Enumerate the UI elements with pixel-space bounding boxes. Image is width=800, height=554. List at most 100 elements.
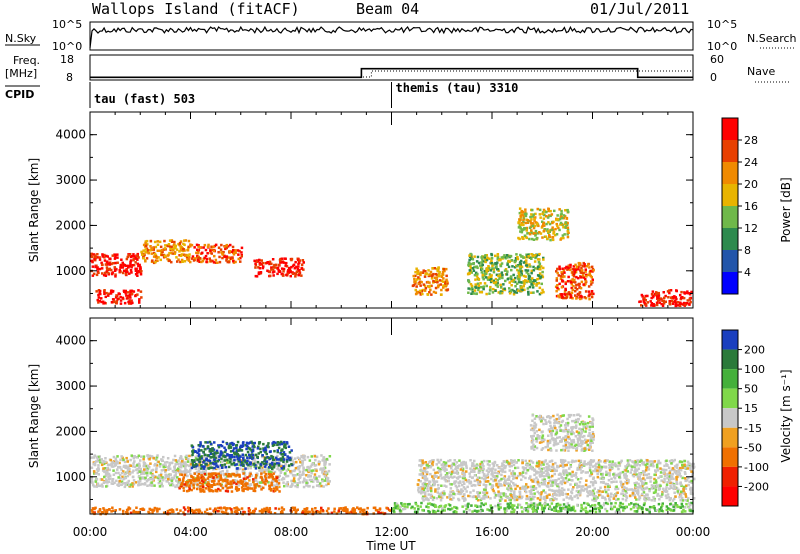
heatmap-cell [221,486,225,490]
heatmap-cell [291,272,295,275]
heatmap-cell [442,284,445,287]
heatmap-cell [557,294,560,297]
freq-panel-frame [89,54,694,81]
heatmap-cell [538,267,542,271]
heatmap-cell [220,477,223,480]
heatmap-cell [270,463,274,466]
heatmap-cell [660,509,663,512]
heatmap-cell [255,260,258,263]
heatmap-cell [103,508,106,512]
heatmap-cell [425,505,428,508]
heatmap-cell [287,464,291,467]
heatmap-cell [546,503,550,506]
heatmap-cell [499,495,503,499]
heatmap-cell [651,506,654,509]
heatmap-cell [556,218,560,221]
heatmap-cell [669,289,673,292]
heatmap-cell [232,462,236,465]
heatmap-cell [643,470,646,473]
heatmap-cell [202,445,205,448]
heatmap-cell [185,484,188,487]
heatmap-cell [588,273,591,276]
heatmap-cell [214,258,218,262]
heatmap-cell [523,234,527,237]
heatmap-cell [526,287,530,290]
heatmap-cell [168,478,172,481]
heatmap-cell [530,271,533,275]
heatmap-cell [420,280,423,284]
heatmap-cell [572,284,575,288]
heatmap-cell [595,462,598,466]
heatmap-cell [120,480,124,483]
heatmap-cell [197,256,200,260]
heatmap-cell [104,460,107,464]
heatmap-cell [504,460,508,464]
heatmap-cell [196,458,199,461]
heatmap-cell [673,301,676,304]
heatmap-cell [309,465,313,468]
heatmap-cell [223,479,227,483]
heatmap-cell [220,243,223,247]
heatmap-cell [491,462,494,465]
heatmap-cell [493,496,497,499]
heatmap-cell [135,464,139,467]
heatmap-cell [588,509,592,513]
heatmap-cell [166,254,170,257]
heatmap-cell [138,300,141,303]
heatmap-cell [422,283,426,286]
heatmap-cell [97,293,100,297]
heatmap-cell [423,491,427,494]
heatmap-cell [95,468,99,471]
heatmap-cell [159,245,163,249]
heatmap-cell [125,508,129,512]
heatmap-cell [268,474,272,478]
heatmap-cell [104,478,108,481]
heatmap-cell [578,464,581,467]
heatmap-cell [271,468,274,472]
heatmap-cell [577,266,580,269]
heatmap-cell [179,469,182,473]
heatmap-cell [248,447,252,451]
heatmap-cell [253,445,256,449]
heatmap-cell [142,255,145,259]
heatmap-cell [170,239,174,242]
heatmap-cell [531,507,535,511]
heatmap-cell [430,277,434,280]
heatmap-cell [267,456,271,459]
heatmap-cell [242,487,246,491]
heatmap-cell [480,291,484,294]
heatmap-cell [195,251,198,255]
heatmap-cell [475,292,478,296]
heatmap-cell [238,458,241,461]
heatmap-cell [157,478,160,481]
heatmap-cell [254,453,258,457]
heatmap-cell [201,484,205,487]
heatmap-cell [277,464,281,467]
heatmap-cell [506,277,510,281]
heatmap-cell [197,244,200,247]
heatmap-cell [344,506,347,509]
heatmap-cell [440,293,443,296]
heatmap-cell [544,235,548,238]
heatmap-cell [100,458,103,461]
heatmap-cell [172,476,176,480]
heatmap-cell [230,442,233,445]
heatmap-cell [643,301,646,305]
heatmap-cell [301,511,305,514]
heatmap-cell [485,271,488,274]
heatmap-cell [240,449,244,452]
heatmap-cell [126,270,129,274]
heatmap-cell [122,458,125,461]
heatmap-cell [182,242,185,246]
heatmap-cell [536,290,539,293]
heatmap-cell [688,506,691,509]
heatmap-cell [567,231,570,234]
heatmap-cell [535,284,538,287]
heatmap-cell [559,503,562,507]
heatmap-cell [255,483,258,486]
heatmap-cell [458,475,462,478]
heatmap-cell [187,470,190,473]
heatmap-cell [204,487,208,490]
heatmap-cell [298,269,301,272]
heatmap-cell [501,273,504,277]
